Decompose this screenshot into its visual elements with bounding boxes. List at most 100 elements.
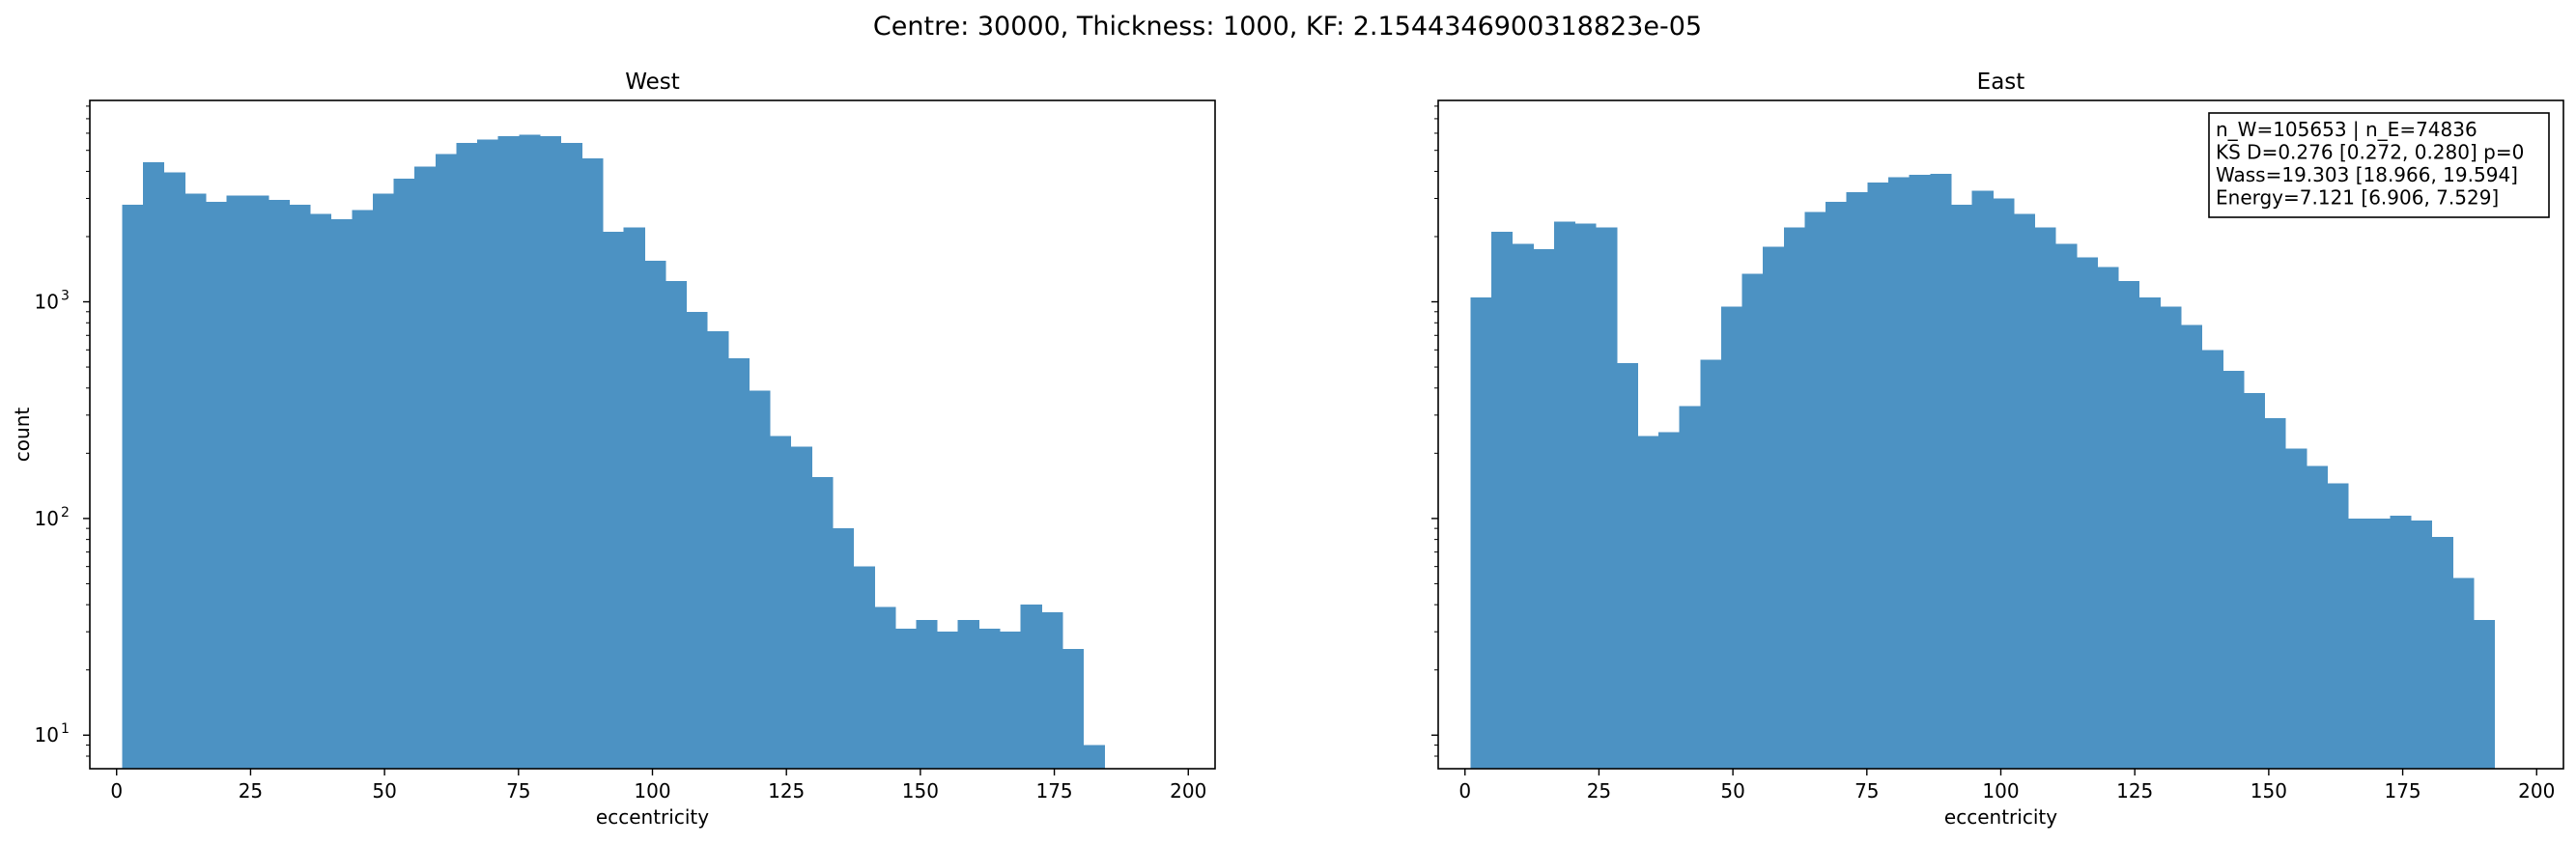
y-tick-label: 10 [35,291,59,314]
histogram-bar [1720,306,1743,769]
x-tick-label: 150 [902,779,939,803]
histogram-bar [1553,221,1576,769]
y-tick-label-exponent: 2 [61,505,70,521]
histogram-bar [1020,605,1042,769]
histogram-bar [456,143,478,769]
histogram-bar [2138,296,2161,769]
histogram-bar [205,201,228,769]
panel-east: 0 25 50 75 100 125 150 175 200 East eccentricity n_… [1431,70,2564,829]
histogram-bar [2117,280,2140,769]
histogram-bar [978,629,1001,769]
histogram-bar [2222,371,2245,769]
histogram-bar [163,172,185,769]
histogram-bar [330,219,353,769]
histogram-bar [2180,324,2203,769]
histogram-bar [853,566,875,769]
x-tick-label: 100 [634,779,670,803]
histogram-bar [1846,192,1868,769]
x-tick-label: 125 [768,779,805,803]
stats-annotation-line: KS D=0.276 [0.272, 0.280] p=0 [2216,141,2524,164]
histogram-bar [1930,173,1952,769]
y-tick-label: 10 [35,723,59,746]
histogram-bar [894,629,918,769]
histogram-bar [2076,257,2098,769]
figure-suptitle: Centre: 30000, Thickness: 1000, KF: 2.15… [873,12,1702,42]
histogram-bar [790,446,812,769]
histogram-bar [2285,448,2307,769]
histogram-bar [477,139,499,769]
stats-annotation-line: Wass=19.303 [18.966, 19.594] [2216,163,2518,186]
histogram-bar [2452,577,2475,769]
histogram-bar [727,357,750,769]
histogram-bar [1616,363,1638,769]
histogram-bar [707,331,729,769]
histogram-bar [540,136,562,769]
histogram-bar [644,260,666,769]
x-tick-label: 75 [1854,779,1879,803]
histogram-bar [1804,211,1826,769]
y-tick-label-exponent: 3 [61,289,70,304]
histogram-bar [122,205,144,769]
histogram-bar [1993,198,2015,769]
histogram-bar [1763,246,1785,769]
histogram-bar [665,280,688,769]
histogram-bar [2327,483,2349,769]
histogram-bar [1062,648,1085,769]
y-tick-label-exponent: 1 [61,721,70,737]
histogram-bar [310,213,332,769]
panel-title: East [1977,70,2025,95]
stats-annotation-line: n_W=105653 | n_E=74836 [2216,118,2477,141]
histogram-bar [2306,465,2328,769]
histogram-bar [2034,227,2056,769]
histogram-bar [602,232,625,769]
histogram-bar [1533,248,1555,769]
histogram-bar [372,193,395,769]
histogram-bars [1470,173,2496,769]
histogram-bar [414,166,437,769]
x-tick-label: 100 [1982,779,2019,803]
histogram-bar [1741,273,1764,769]
histogram-bar [832,528,855,769]
histogram-bar [2201,350,2223,769]
histogram-bar [1490,232,1514,769]
histogram-bar [811,477,834,769]
histogram-bar [2013,213,2036,769]
x-tick-label: 150 [2250,779,2287,803]
histogram-bar [1596,227,1618,769]
histogram-bar [2368,518,2391,769]
histogram-bar [1041,611,1063,769]
histogram-bar [1637,436,1659,769]
histogram-bar [2055,243,2078,769]
histogram-bar [184,193,207,769]
histogram-bar [2410,520,2433,769]
histogram-bar [1512,243,1534,769]
histogram-bar [1909,175,1931,769]
histogram-bar [352,210,374,769]
histogram-bar [1783,227,1806,769]
histogram-bar [247,195,269,769]
histogram-bar [769,436,792,769]
histogram-bar [581,157,604,769]
histogram-bar [957,620,979,769]
histogram-bar [1470,296,1492,769]
x-tick-label: 0 [1458,779,1471,803]
histogram-bar [2160,306,2182,769]
histogram-bar [999,632,1022,769]
histogram-bar [686,311,708,769]
x-tick-label: 200 [2518,779,2555,803]
histogram-bar [2097,267,2119,769]
histogram-bar [1826,201,1848,769]
histogram-bar [1888,177,1911,769]
x-tick-label: 175 [1035,779,1072,803]
histogram-bar [1867,183,1889,769]
x-tick-label: 0 [110,779,123,803]
stats-annotation-box [2208,112,2550,218]
histogram-bar [1658,432,1681,769]
histogram-bar [1950,205,1973,769]
histogram-bar [497,136,520,769]
histogram-bar [226,195,248,769]
x-axis-label: eccentricity [1944,805,2057,829]
